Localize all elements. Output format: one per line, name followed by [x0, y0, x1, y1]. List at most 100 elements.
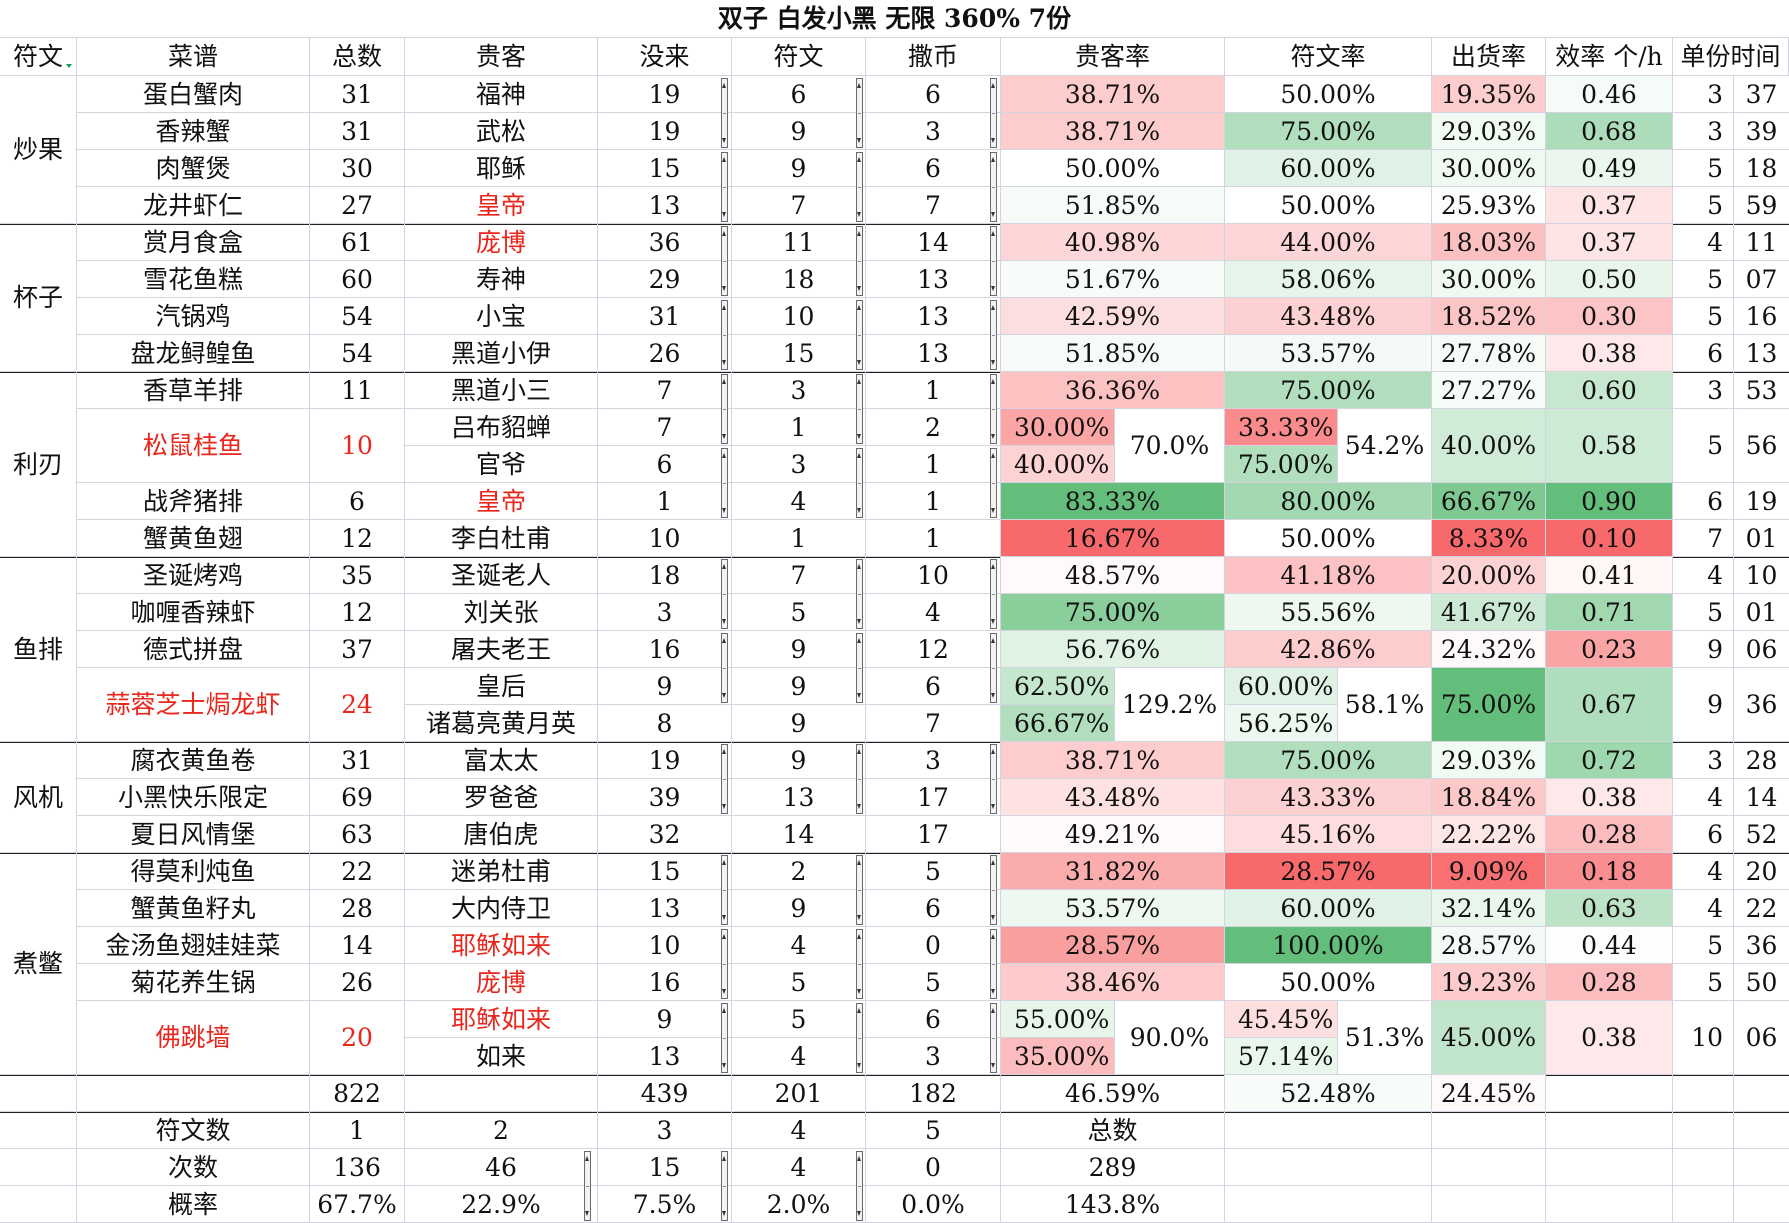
rune-count[interactable]: 5 [732, 1001, 866, 1038]
dish-name[interactable]: 咖喱香辣虾 [77, 594, 310, 631]
header-absent[interactable]: 没来 [598, 38, 732, 76]
spin-button[interactable] [856, 559, 863, 629]
spin-down-icon[interactable] [991, 508, 995, 513]
spin-up-icon[interactable] [722, 157, 726, 162]
header-rune-type[interactable]: 符文 [0, 38, 77, 76]
absent-count[interactable]: 18 [598, 557, 732, 594]
dish-total[interactable]: 63 [310, 816, 405, 853]
rune-rate[interactable]: 42.86% [1225, 631, 1432, 668]
efficiency[interactable]: 0.41 [1546, 557, 1673, 594]
stats-blank[interactable] [0, 1186, 77, 1223]
spin-up-icon[interactable] [991, 564, 995, 569]
spin-up-icon[interactable] [857, 305, 861, 310]
guest-name[interactable]: 耶稣 [405, 150, 598, 187]
spin-down-icon[interactable] [991, 989, 995, 994]
coin-count[interactable]: 10 [866, 557, 1001, 594]
spin-up-icon[interactable] [585, 1156, 589, 1161]
spin-down-icon[interactable] [585, 1211, 589, 1216]
rune-group[interactable]: 利刃 [0, 372, 77, 557]
spin-button[interactable] [721, 633, 728, 703]
spin-down-icon[interactable] [722, 286, 726, 291]
header-rune[interactable]: 符文 [732, 38, 866, 76]
spin-button[interactable] [721, 855, 728, 925]
rune-rate[interactable]: 28.57% [1225, 853, 1432, 890]
header-total[interactable]: 总数 [310, 38, 405, 76]
rune-count[interactable]: 5 [732, 964, 866, 1001]
unit-time-minutes[interactable]: 28 [1734, 742, 1789, 779]
coin-count[interactable]: 1 [866, 446, 1001, 483]
unit-time-hours[interactable]: 4 [1673, 224, 1734, 261]
spin-button[interactable] [990, 929, 997, 999]
dish-total[interactable]: 69 [310, 779, 405, 816]
guest-rate-sum[interactable]: 90.0% [1115, 1001, 1225, 1075]
yield-rate[interactable]: 25.93% [1432, 187, 1546, 224]
guest-name[interactable]: 耶稣如来 [405, 1001, 598, 1038]
spin-button[interactable] [990, 1003, 997, 1073]
spin-down-icon[interactable] [991, 360, 995, 365]
guest-name[interactable]: 罗爸爸 [405, 779, 598, 816]
unit-time-hours[interactable]: 9 [1673, 668, 1734, 742]
header-dish[interactable]: 菜谱 [77, 38, 310, 76]
spin-up-icon[interactable] [722, 305, 726, 310]
unit-time-minutes[interactable]: 16 [1734, 298, 1789, 335]
rune-count[interactable]: 9 [732, 631, 866, 668]
spin-up-icon[interactable] [857, 934, 861, 939]
coin-count[interactable]: 17 [866, 779, 1001, 816]
dish-total[interactable]: 24 [310, 668, 405, 742]
filter-dropdown-icon[interactable] [66, 64, 72, 68]
guest-rate[interactable]: 38.71% [1001, 113, 1225, 150]
efficiency[interactable]: 0.90 [1546, 483, 1673, 520]
unit-time-minutes[interactable]: 39 [1734, 113, 1789, 150]
guest-name[interactable]: 刘关张 [405, 594, 598, 631]
rune-rate[interactable]: 45.16% [1225, 816, 1432, 853]
spin-down-icon[interactable] [722, 1211, 726, 1216]
dish-name[interactable]: 肉蟹煲 [77, 150, 310, 187]
spin-down-icon[interactable] [857, 1211, 861, 1216]
spin-button[interactable] [721, 78, 728, 148]
absent-count[interactable]: 3 [598, 594, 732, 631]
rune-rate[interactable]: 75.00% [1225, 742, 1432, 779]
absent-count[interactable]: 8 [598, 705, 732, 742]
spin-up-icon[interactable] [722, 453, 726, 458]
rune-count[interactable]: 7 [732, 557, 866, 594]
spin-down-icon[interactable] [722, 434, 726, 439]
coin-count[interactable]: 6 [866, 150, 1001, 187]
spin-down-icon[interactable] [722, 508, 726, 513]
dish-name[interactable]: 圣诞烤鸡 [77, 557, 310, 594]
dish-total[interactable]: 30 [310, 150, 405, 187]
spin-button[interactable] [721, 374, 728, 444]
spin-button[interactable] [856, 929, 863, 999]
spin-down-icon[interactable] [857, 360, 861, 365]
unit-time-hours[interactable]: 6 [1673, 483, 1734, 520]
spin-up-icon[interactable] [991, 157, 995, 162]
occurrence-count-value[interactable]: 136 [310, 1149, 405, 1186]
spin-down-icon[interactable] [722, 138, 726, 143]
stats-blank[interactable] [1432, 1149, 1546, 1186]
yield-rate[interactable]: 66.67% [1432, 483, 1546, 520]
spin-down-icon[interactable] [991, 434, 995, 439]
guest-rate[interactable]: 42.59% [1001, 298, 1225, 335]
spin-down-icon[interactable] [857, 508, 861, 513]
header-guest-rate[interactable]: 贵客率 [1001, 38, 1225, 76]
unit-time-minutes[interactable]: 06 [1734, 1001, 1789, 1075]
stats-blank[interactable] [1734, 1112, 1789, 1149]
guest-rate[interactable]: 16.67% [1001, 520, 1225, 557]
header-rune-rate[interactable]: 符文率 [1225, 38, 1432, 76]
unit-time-minutes[interactable]: 07 [1734, 261, 1789, 298]
stats-blank[interactable] [1734, 1149, 1789, 1186]
spin-up-icon[interactable] [857, 749, 861, 754]
spin-down-icon[interactable] [991, 212, 995, 217]
spin-up-icon[interactable] [857, 638, 861, 643]
unit-time-minutes[interactable]: 01 [1734, 520, 1789, 557]
totals-blank[interactable] [405, 1075, 598, 1112]
yield-rate[interactable]: 18.84% [1432, 779, 1546, 816]
guest-name[interactable]: 黑道小伊 [405, 335, 598, 372]
rune-group[interactable]: 鱼排 [0, 557, 77, 742]
dish-total[interactable]: 61 [310, 224, 405, 261]
rune-rate[interactable]: 60.00% [1225, 668, 1338, 705]
dish-name[interactable]: 松鼠桂鱼 [77, 409, 310, 483]
yield-rate[interactable]: 27.78% [1432, 335, 1546, 372]
occurrence-count-value[interactable]: 15 [598, 1149, 732, 1186]
spin-button[interactable] [721, 929, 728, 999]
rune-rate[interactable]: 50.00% [1225, 76, 1432, 113]
